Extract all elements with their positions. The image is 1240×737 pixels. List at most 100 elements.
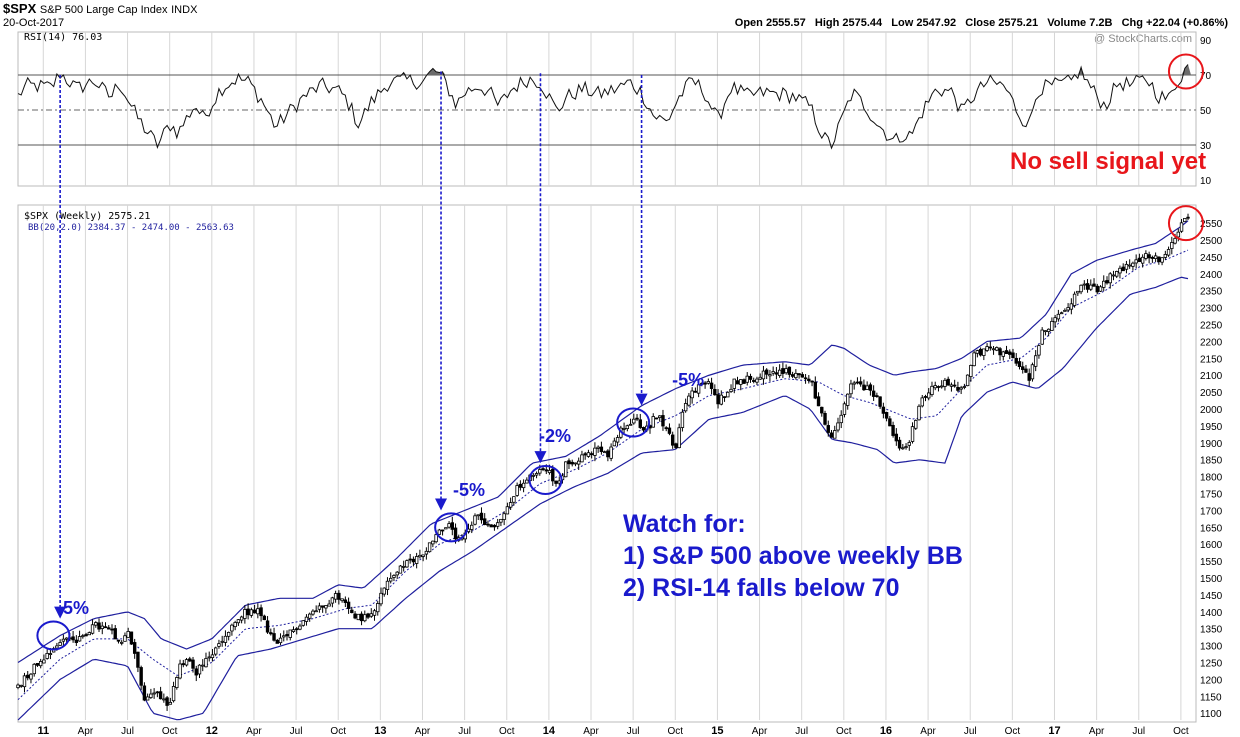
- price-y-tick: 1600: [1200, 540, 1223, 551]
- candle-body: [577, 460, 581, 465]
- candle-body: [995, 347, 999, 351]
- candle-body: [1024, 368, 1028, 373]
- candle-body: [288, 629, 292, 638]
- candle-body: [188, 658, 192, 662]
- candle-body: [197, 664, 202, 675]
- candle-body: [884, 412, 889, 419]
- candle-body: [573, 462, 578, 465]
- candle-body: [1186, 216, 1190, 219]
- candle-body: [19, 684, 23, 687]
- candle-body: [1108, 273, 1112, 284]
- candle-body: [739, 379, 743, 385]
- candle-body: [554, 480, 558, 484]
- candle-body: [742, 379, 746, 384]
- candle-body: [1040, 329, 1044, 345]
- chart-date: 20-Oct-2017: [3, 17, 65, 29]
- candle-body: [379, 592, 383, 605]
- price-y-tick: 2250: [1200, 321, 1223, 332]
- candle-body: [327, 603, 331, 607]
- candle-body: [1059, 312, 1064, 315]
- candle-body: [191, 659, 195, 669]
- x-tick-label: Apr: [415, 726, 431, 737]
- candle-body: [816, 396, 821, 407]
- candle-body: [1021, 366, 1025, 370]
- candle-body: [1102, 280, 1106, 288]
- rsi-y-tick: 30: [1200, 141, 1212, 152]
- candle-body: [833, 430, 837, 439]
- candle-body: [1095, 285, 1099, 293]
- candle-body: [920, 397, 924, 407]
- candle-body: [278, 637, 283, 644]
- candle-body: [525, 479, 529, 484]
- candle-body: [149, 693, 153, 698]
- bb-middle-band: [17, 249, 1189, 701]
- candle-body: [1134, 259, 1138, 264]
- candle-body: [1004, 350, 1009, 354]
- x-tick-label: 14: [543, 725, 556, 737]
- candle-body: [132, 642, 137, 654]
- candle-body: [813, 381, 817, 399]
- highlight-circle: [616, 407, 651, 438]
- candle-body: [476, 514, 480, 517]
- candle-body: [230, 624, 234, 632]
- candle-body: [1098, 286, 1103, 292]
- price-y-tick: 1550: [1200, 557, 1223, 568]
- pullback-pct-label: -5%: [56, 598, 89, 619]
- price-y-tick: 1500: [1200, 574, 1223, 585]
- candle-body: [1056, 313, 1061, 320]
- candle-body: [333, 593, 338, 600]
- x-tick-label: Jul: [458, 726, 471, 737]
- candle-body: [162, 698, 166, 701]
- candle-body: [123, 635, 127, 642]
- candle-body: [972, 352, 976, 367]
- candle-body: [431, 540, 435, 545]
- x-tick-label: 12: [206, 725, 218, 737]
- candle-body: [693, 390, 698, 393]
- price-legend: $SPX (Weekly) 2575.21: [24, 211, 150, 222]
- candle-body: [207, 656, 211, 659]
- candle-body: [414, 556, 419, 564]
- candle-body: [175, 677, 179, 688]
- candle-body: [1140, 256, 1145, 264]
- candle-body: [1053, 317, 1057, 323]
- x-tick-label: Oct: [1005, 726, 1021, 737]
- candle-body: [564, 461, 568, 478]
- candle-body: [988, 346, 993, 349]
- candle-body: [1118, 267, 1122, 274]
- candle-body: [239, 616, 244, 621]
- rsi-line: [17, 64, 1189, 150]
- watermark: @ StockCharts.com: [1094, 33, 1192, 45]
- candle-body: [677, 427, 681, 449]
- candle-body: [55, 645, 59, 649]
- candle-body: [22, 675, 27, 688]
- candle-body: [894, 433, 899, 442]
- candle-body: [1153, 255, 1158, 260]
- candle-body: [1183, 217, 1187, 223]
- candle-body: [593, 447, 597, 456]
- candle-body: [547, 469, 552, 474]
- candle-body: [933, 385, 937, 389]
- candle-body: [473, 515, 477, 525]
- candle-body: [217, 643, 221, 647]
- candle-body: [58, 642, 62, 646]
- candle-body: [768, 374, 772, 377]
- candle-body: [910, 426, 915, 442]
- candle-body: [424, 550, 429, 555]
- candle-body: [94, 622, 98, 626]
- candle-body: [444, 527, 448, 530]
- bb-upper-band: [17, 220, 1189, 664]
- candle-body: [615, 437, 620, 443]
- candle-body: [340, 598, 344, 602]
- candle-body: [719, 394, 724, 405]
- x-tick-label: 11: [37, 725, 49, 737]
- sell-check-circle: [1167, 205, 1204, 242]
- candle-body: [1046, 328, 1051, 332]
- candle-body: [696, 384, 701, 394]
- candle-body: [1011, 352, 1015, 359]
- price-y-tick: 1350: [1200, 625, 1223, 636]
- candle-body: [369, 613, 373, 617]
- candle-body: [194, 668, 198, 676]
- candle-body: [116, 639, 121, 642]
- candle-body: [1157, 256, 1161, 263]
- candle-body: [580, 454, 584, 463]
